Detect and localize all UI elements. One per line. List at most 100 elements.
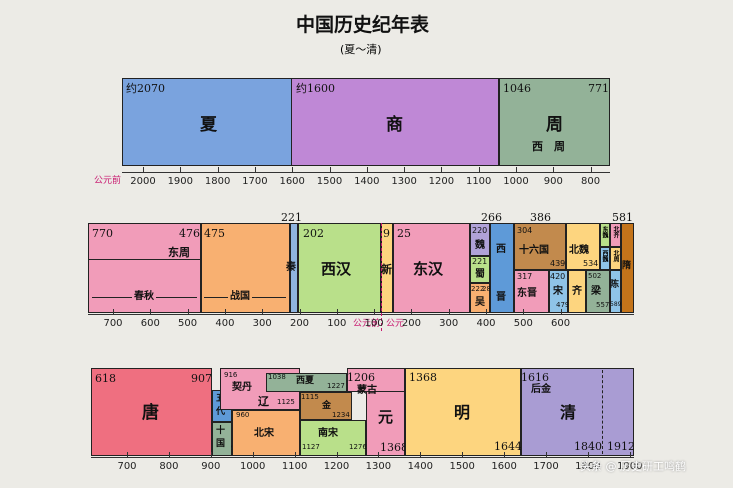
row3-tick-mark xyxy=(252,452,254,457)
dynasty-qi[interactable] xyxy=(568,270,586,313)
dynasty-liusong[interactable] xyxy=(549,270,568,313)
row3-tick-label: 700 xyxy=(117,461,137,472)
tang-end: 907 xyxy=(191,372,212,385)
dynasty-eastzhou[interactable] xyxy=(88,223,201,313)
row2-tick-mark xyxy=(299,309,301,314)
dynasty-beiwei[interactable] xyxy=(566,223,600,270)
liao-end: 1125 xyxy=(277,398,295,406)
dynasty-westhan[interactable] xyxy=(298,223,381,313)
dynasty-easthan[interactable] xyxy=(393,223,470,313)
wu-end: 280 xyxy=(482,285,496,293)
xixia-end: 1227 xyxy=(327,382,345,390)
xixia-start: 1038 xyxy=(268,373,286,381)
warring-start: 475 xyxy=(204,227,225,240)
dynasty-wei[interactable] xyxy=(470,223,490,256)
row2-tick-mark xyxy=(448,309,450,314)
dynasty-wu[interactable] xyxy=(470,283,490,313)
row1-bc-label: 公元前 xyxy=(94,176,122,186)
dynasty-xixia[interactable] xyxy=(266,373,347,392)
dynasty-westjin[interactable] xyxy=(490,223,514,313)
row2-tick-label: 500 xyxy=(178,318,198,329)
row3-tick-label: 1400 xyxy=(407,461,434,472)
zhou-sub: 西 周 xyxy=(532,140,565,153)
nansong-end: 1276 xyxy=(349,443,367,451)
row1-tick-label: 1000 xyxy=(503,176,529,187)
dynasty-qing[interactable] xyxy=(521,368,634,456)
dynasty-warring[interactable] xyxy=(201,223,290,313)
dynasty-liang[interactable] xyxy=(586,270,610,313)
liang-name: 梁 xyxy=(591,286,601,297)
dynasty-dongwei[interactable] xyxy=(600,223,610,247)
row3-axis xyxy=(91,457,634,458)
row3-tick-label: 1700 xyxy=(533,461,559,472)
row2-tick-mark xyxy=(560,309,562,314)
nansong-start: 1127 xyxy=(302,443,320,451)
row3-tick-label: 1500 xyxy=(449,461,475,472)
row3-tick-label: 900 xyxy=(201,461,221,472)
row2-ad-label: 公元 xyxy=(386,319,405,329)
row2-tick-label: 500 xyxy=(513,318,533,329)
dynasty-shu[interactable] xyxy=(470,256,490,283)
liang-start: 502 xyxy=(588,272,602,280)
qing-end2: 1912 xyxy=(607,440,635,453)
yuan-end: 1368 xyxy=(380,441,408,454)
row3-tick-mark xyxy=(127,452,128,457)
row2-tick-label: 700 xyxy=(103,318,123,329)
dynasty-xiwei[interactable] xyxy=(600,247,610,270)
beiwei-end: 534 xyxy=(583,259,599,268)
dynasty-zhou[interactable] xyxy=(499,78,610,166)
row1-axis xyxy=(122,172,610,173)
row3-tick-label: 1100 xyxy=(281,461,308,472)
dynasty-shiguo[interactable] xyxy=(212,422,232,456)
dongwei-name: 东魏 xyxy=(601,226,608,238)
eastzhou-start: 770 xyxy=(92,227,113,240)
dynasty-xia[interactable] xyxy=(122,78,292,166)
shiguo-name: 十国 xyxy=(216,426,226,449)
zhou-start: 1046 xyxy=(503,82,531,95)
label-266: 266 xyxy=(481,211,502,224)
label-386: 386 xyxy=(530,211,551,224)
westhan-name: 西汉 xyxy=(321,260,352,278)
row1-tick-mark xyxy=(441,167,443,172)
dynasty-jin[interactable] xyxy=(300,392,352,420)
dynasty-yuan[interactable] xyxy=(366,392,405,456)
dynasty-tang[interactable] xyxy=(91,368,212,456)
row1-tick-label: 1200 xyxy=(428,176,455,187)
row3-tick-label: 1800 xyxy=(575,461,601,472)
dynasty-beiqi[interactable] xyxy=(610,223,621,247)
dynasty-nansong[interactable] xyxy=(300,420,366,456)
dynasty-eastjin[interactable] xyxy=(514,270,549,313)
row2-tick-label: 200 xyxy=(401,318,421,329)
dynasty-beisong[interactable] xyxy=(232,410,300,456)
row3-tick-mark xyxy=(336,452,338,457)
row2-tick-label: 400 xyxy=(476,318,496,329)
dynasty-mongol[interactable] xyxy=(347,368,405,392)
row1-tick-label: 1700 xyxy=(242,176,268,187)
row1-tick-mark xyxy=(180,167,182,172)
dynasty-ming[interactable] xyxy=(405,368,521,456)
dynasty-shang[interactable] xyxy=(292,78,499,166)
row2-tick-label: 300 xyxy=(439,318,459,329)
row2-axis xyxy=(88,314,634,315)
row1-tick-mark xyxy=(404,167,406,172)
ming-end: 1644 xyxy=(494,440,522,453)
xin-name: 新 xyxy=(381,263,392,276)
row3-tick-mark xyxy=(546,452,547,457)
dynasty-chen[interactable] xyxy=(610,270,621,313)
dynasty-beizhou[interactable] xyxy=(610,247,621,270)
row1-tick-mark xyxy=(366,167,368,172)
page-title: 中国历史纪年表 xyxy=(296,14,430,36)
dynasty-sui[interactable] xyxy=(621,223,634,313)
wu-name: 吴 xyxy=(475,297,485,308)
zhanguo-label: 战国 xyxy=(228,291,252,302)
row1-tick-label: 1300 xyxy=(391,176,417,187)
wei-start: 220 xyxy=(472,226,488,235)
liusong-end: 479 xyxy=(556,301,570,309)
xin-start: 9 xyxy=(383,227,390,240)
dynasty-sixteen[interactable] xyxy=(514,223,566,270)
houjin-start: 1616 xyxy=(521,371,549,384)
row2-tick-mark xyxy=(150,309,152,314)
row2-tick-mark xyxy=(411,309,413,314)
beisong-name: 北宋 xyxy=(254,428,274,439)
dynasty-qin[interactable] xyxy=(290,223,298,313)
